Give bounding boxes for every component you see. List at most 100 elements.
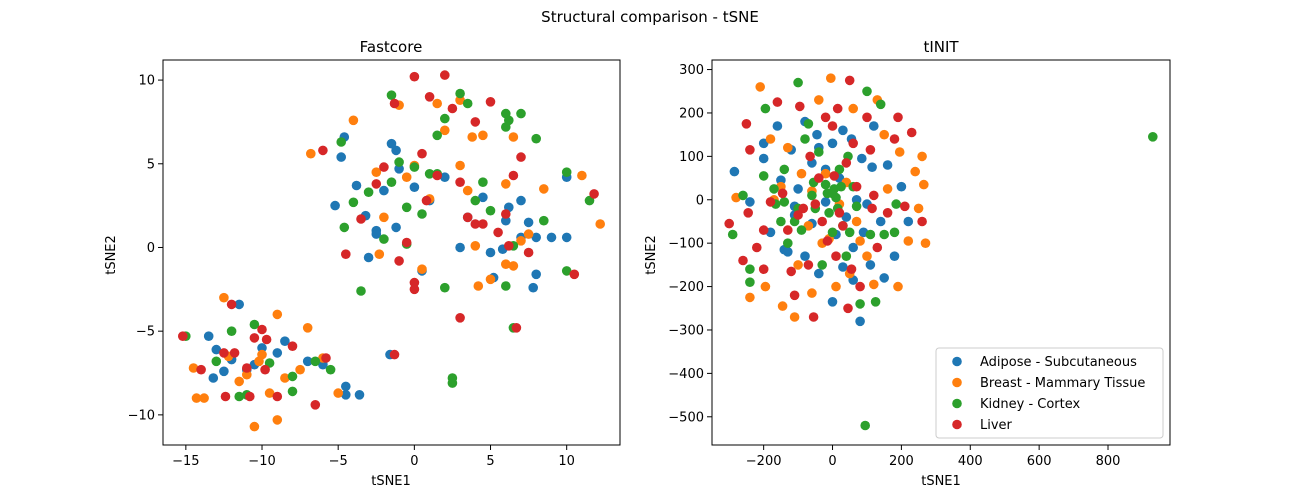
tinit-data-point — [865, 145, 876, 155]
tinit-data-point — [765, 197, 776, 207]
tinit-y-tick-label: 200 — [679, 106, 704, 121]
tinit-x-tick-label: 600 — [1027, 454, 1052, 469]
tinit-data-point — [779, 164, 790, 175]
fastcore-data-point — [356, 214, 366, 224]
tinit-data-point — [834, 164, 845, 175]
tinit-data-point — [724, 218, 734, 229]
fastcore-data-point — [409, 284, 420, 295]
fastcore-data-point — [234, 391, 244, 402]
tinit-data-point — [820, 112, 831, 123]
fastcore-data-point — [485, 205, 496, 216]
tinit-data-point — [903, 216, 914, 227]
tinit-data-point — [805, 151, 815, 162]
fastcore-data-point — [455, 88, 465, 99]
fastcore-data-point — [455, 160, 465, 171]
fastcore-data-point — [261, 334, 272, 345]
tinit-data-point — [872, 242, 883, 253]
fastcore-data-point — [280, 336, 290, 347]
fastcore-data-point — [546, 232, 557, 243]
tinit-y-tick-label: 100 — [679, 150, 704, 165]
fastcore-data-point — [470, 241, 481, 251]
fastcore-data-point — [584, 195, 595, 206]
tinit-data-point — [796, 225, 807, 235]
tinit-data-point — [831, 251, 841, 261]
tinit-data-point — [793, 260, 803, 270]
fastcore-data-point — [306, 148, 316, 159]
fastcore-data-point — [504, 241, 514, 251]
fastcore-data-point — [272, 309, 283, 320]
tinit-data-point — [869, 190, 879, 201]
fastcore-data-point — [539, 215, 549, 226]
tinit-data-point — [793, 184, 803, 194]
fastcore-x-tick-label: 10 — [558, 454, 575, 469]
fastcore-data-point — [501, 215, 511, 226]
tinit-data-point — [841, 212, 852, 222]
fastcore-data-point — [356, 286, 366, 296]
fastcore-data-point — [341, 390, 351, 400]
tinit-data-point — [760, 281, 771, 292]
fastcore-data-point — [501, 122, 511, 132]
legend-label: Adipose - Subcutaneous — [980, 355, 1137, 370]
tinit-data-point — [891, 199, 901, 209]
tinit-data-point — [783, 225, 793, 235]
fastcore-y-tick-label: 5 — [147, 157, 155, 172]
fastcore-data-point — [478, 192, 488, 203]
fastcore-data-point — [409, 162, 420, 172]
tinit-y-tick-label: −300 — [668, 323, 704, 338]
fastcore-data-point — [417, 264, 427, 275]
tinit-data-point — [869, 279, 879, 290]
fastcore-data-point — [249, 421, 260, 432]
tinit-data-point — [831, 281, 841, 292]
tinit-data-point — [836, 181, 846, 192]
tinit-data-point — [893, 112, 903, 123]
tinit-data-point — [894, 147, 905, 157]
fastcore-data-point — [394, 157, 404, 167]
fastcore-data-point — [226, 326, 237, 337]
fastcore-data-point — [363, 252, 374, 263]
fastcore-data-point — [234, 299, 244, 310]
fastcore-data-point — [462, 98, 473, 109]
tinit-data-point — [758, 264, 769, 275]
legend-marker — [952, 377, 962, 388]
tinit-data-point — [738, 190, 748, 201]
fastcore-data-point — [470, 117, 481, 127]
fastcore-series-liver — [178, 70, 599, 410]
tinit-data-point — [879, 273, 889, 283]
tinit-data-point — [913, 203, 924, 214]
fastcore-data-point — [462, 212, 473, 223]
tinit-panel-title: tINIT — [923, 38, 959, 56]
fastcore-data-point — [379, 185, 389, 196]
fastcore-data-point — [249, 333, 260, 343]
tinit-data-point — [820, 197, 831, 207]
fastcore-data-point — [389, 349, 400, 360]
tinit-x-tick-label: −200 — [746, 454, 782, 469]
tinit-data-point — [752, 242, 762, 253]
fastcore-data-point — [219, 348, 229, 358]
tinit-series-liver — [724, 75, 927, 322]
fastcore-data-point — [363, 187, 374, 197]
tinit-data-point — [831, 192, 841, 203]
fastcore-data-point — [447, 378, 458, 388]
fastcore-data-point — [440, 172, 450, 182]
fastcore-data-point — [531, 232, 541, 243]
legend-marker — [952, 356, 962, 367]
tinit-data-point — [798, 203, 809, 214]
tinit-data-point — [889, 251, 900, 261]
tinit-data-point — [817, 260, 827, 270]
fastcore-data-point — [341, 249, 351, 259]
fastcore-data-point — [501, 209, 511, 219]
tinit-data-point — [838, 125, 848, 136]
tinit-y-tick-label: −500 — [668, 410, 704, 425]
fastcore-data-point — [234, 376, 244, 387]
tinit-data-point — [848, 242, 858, 253]
legend-label: Kidney - Cortex — [980, 397, 1081, 412]
fastcore-data-point — [455, 242, 465, 253]
fastcore-data-point — [325, 364, 336, 375]
fastcore-data-point — [287, 371, 298, 382]
tinit-data-point — [769, 184, 779, 194]
fastcore-data-point — [391, 222, 401, 233]
fastcore-data-point — [394, 256, 404, 266]
fastcore-data-point — [336, 152, 347, 162]
fastcore-data-point — [272, 415, 283, 425]
tinit-data-point — [862, 86, 872, 97]
